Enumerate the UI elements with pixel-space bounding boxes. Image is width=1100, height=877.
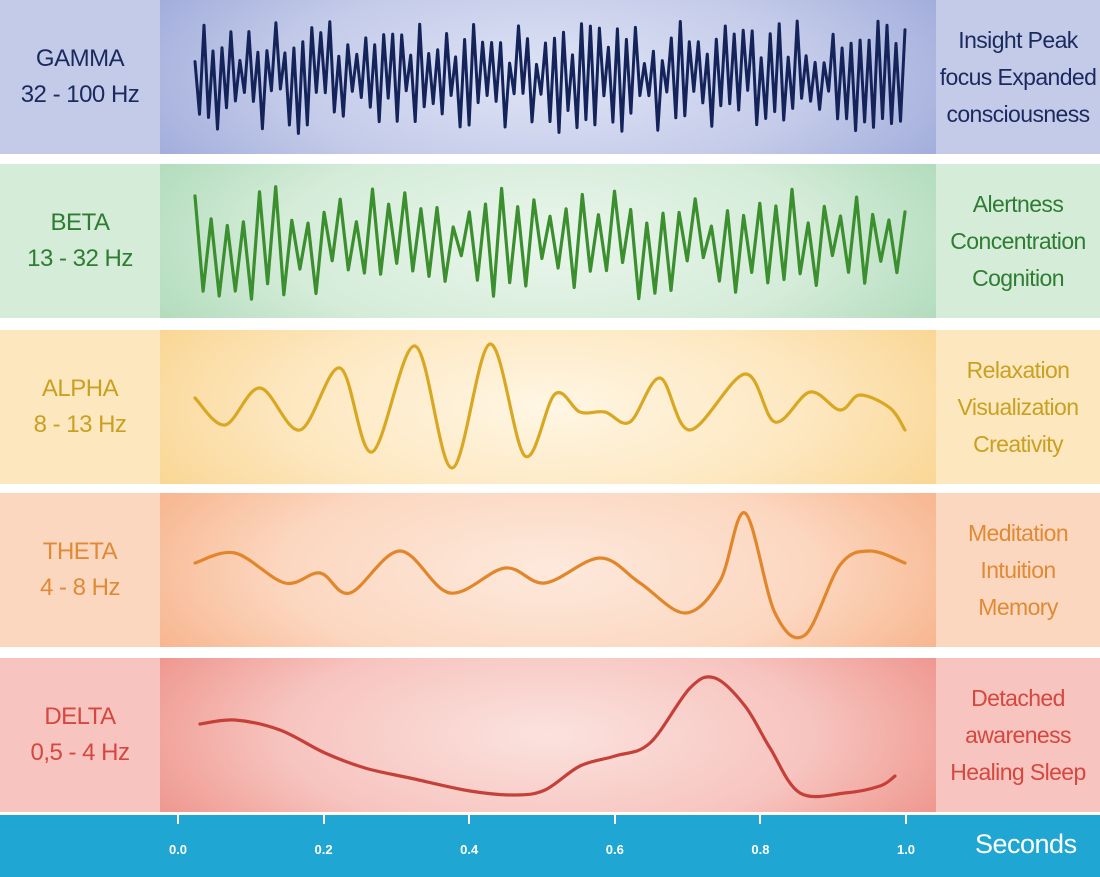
band-label: ALPHA 8 - 13 Hz xyxy=(0,330,160,484)
band-label: DELTA 0,5 - 4 Hz xyxy=(0,658,160,812)
band-beta: BETA 13 - 32 Hz Alertness Concentration Cogn… xyxy=(0,164,1100,318)
band-description: Relaxation Visualization Creativity xyxy=(936,330,1100,484)
wave-panel xyxy=(160,493,936,647)
description-line: Insight Peak xyxy=(958,26,1078,53)
axis-tick-mark xyxy=(322,815,325,824)
band-label: BETA 13 - 32 Hz xyxy=(0,164,160,318)
wave-panel xyxy=(160,658,936,812)
band-delta: DELTA 0,5 - 4 Hz Detached awareness Healing … xyxy=(0,658,1100,812)
wave-panel xyxy=(160,330,936,484)
axis-tick-mark xyxy=(177,815,179,824)
wave-panel xyxy=(160,164,936,318)
wave-panel xyxy=(160,0,936,154)
description-line: Alertness xyxy=(972,190,1064,217)
band-description: Alertness Concentration Cognition xyxy=(936,164,1100,318)
axis-tick-label: 0.2 xyxy=(314,842,333,857)
band-name: ALPHA xyxy=(41,375,119,402)
delta-wave-line xyxy=(198,675,897,799)
axis-tick-label: 0.6 xyxy=(605,842,624,857)
time-axis: 0.0 0.2 0.4 0.6 0.8 1.0 Seconds xyxy=(0,815,1100,877)
description-line: awareness xyxy=(965,721,1071,748)
axis-tick-label: 1.0 xyxy=(896,842,916,857)
band-frequency-range: 32 - 100 Hz xyxy=(20,81,140,108)
description-line: Visualization xyxy=(957,393,1080,420)
theta-wave-line xyxy=(193,511,907,640)
band-name: DELTA xyxy=(44,703,116,730)
description-line: Cognition xyxy=(972,264,1064,291)
description-line: Healing Sleep xyxy=(950,758,1086,785)
band-gamma: GAMMA 32 - 100 Hz Insight Peak focus Expand… xyxy=(0,0,1100,154)
band-description: Insight Peak focus Expanded consciousness xyxy=(936,0,1100,154)
axis-unit-label: Seconds xyxy=(975,829,1077,859)
axis-tick-mark xyxy=(613,815,616,824)
beta-wave-line xyxy=(193,185,907,301)
axis-tick-mark xyxy=(759,815,762,824)
wave-graphic xyxy=(193,185,907,301)
band-name: THETA xyxy=(42,538,118,565)
description-line: Meditation xyxy=(967,519,1069,546)
band-theta: THETA 4 - 8 Hz Meditation Intuition Memory xyxy=(0,493,1100,647)
band-name: BETA xyxy=(50,209,110,236)
band-alpha: ALPHA 8 - 13 Hz Relaxation Visualization Cre… xyxy=(0,330,1100,484)
band-description: Detached awareness Healing Sleep xyxy=(936,658,1100,812)
wave-graphic xyxy=(198,675,897,799)
band-label: THETA 4 - 8 Hz xyxy=(0,493,160,647)
axis-tick-mark xyxy=(905,815,907,824)
band-frequency-range: 13 - 32 Hz xyxy=(27,245,133,272)
description-line: Concentration xyxy=(950,227,1086,254)
description-line: Relaxation xyxy=(966,356,1070,383)
description-line: consciousness xyxy=(946,100,1090,127)
description-line: Memory xyxy=(978,593,1058,620)
wave-graphic xyxy=(193,511,907,640)
description-line: focus Expanded xyxy=(939,63,1097,90)
description-line: Creativity xyxy=(973,430,1063,457)
band-frequency-range: 0,5 - 4 Hz xyxy=(30,739,130,766)
band-frequency-range: 8 - 13 Hz xyxy=(33,411,127,438)
gamma-wave-line xyxy=(193,19,907,135)
axis-tick-label: 0.4 xyxy=(460,842,479,857)
axis-tick-label: 0.0 xyxy=(168,842,188,857)
band-label: GAMMA 32 - 100 Hz xyxy=(0,0,160,154)
band-description: Meditation Intuition Memory xyxy=(936,493,1100,647)
band-frequency-range: 4 - 8 Hz xyxy=(39,574,121,601)
description-line: Intuition xyxy=(980,556,1056,583)
alpha-wave-line xyxy=(193,342,907,470)
wave-graphic xyxy=(193,342,907,470)
description-line: Detached xyxy=(971,684,1065,711)
wave-graphic xyxy=(193,19,907,135)
axis-tick-mark xyxy=(468,815,471,824)
band-name: GAMMA xyxy=(35,45,125,72)
axis-tick-label: 0.8 xyxy=(751,842,770,857)
